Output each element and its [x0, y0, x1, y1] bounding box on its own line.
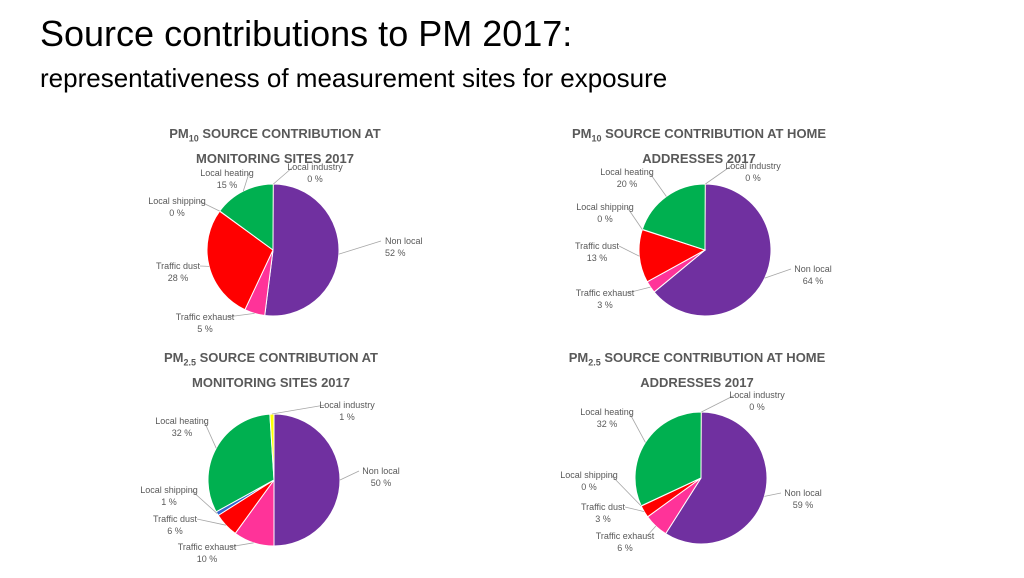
- slice-value-local-heating: 32 %: [172, 428, 193, 438]
- slice-label-local-shipping: Local shipping: [140, 485, 198, 495]
- slice-value-non-local: 52 %: [385, 248, 406, 258]
- slice-label-local-shipping: Local shipping: [560, 470, 618, 480]
- slice-label-local-industry: Local industry: [319, 400, 375, 410]
- slice-label-local-heating: Local heating: [600, 167, 654, 177]
- slice-value-local-shipping: 0 %: [169, 208, 185, 218]
- slice-label-non-local: Non local: [385, 236, 423, 246]
- slice-label-local-shipping: Local shipping: [576, 202, 634, 212]
- leader-line-non-local: [765, 269, 791, 278]
- slice-value-local-industry: 1 %: [339, 412, 355, 422]
- slice-label-traffic-dust: Traffic dust: [575, 241, 620, 251]
- slice-value-traffic-dust: 6 %: [167, 526, 183, 536]
- pie-slice-non-local: [265, 184, 339, 316]
- slice-label-local-industry: Local industry: [729, 390, 785, 400]
- slice-value-local-heating: 20 %: [617, 179, 638, 189]
- slice-value-local-industry: 0 %: [307, 174, 323, 184]
- slice-label-traffic-dust: Traffic dust: [581, 502, 626, 512]
- slice-value-local-shipping: 0 %: [597, 214, 613, 224]
- slice-value-traffic-dust: 13 %: [587, 253, 608, 263]
- pie-chart-pm25-home-addresses: PM2.5 SOURCE CONTRIBUTION AT HOME ADDRES…: [547, 348, 847, 578]
- leader-line-non-local: [764, 493, 781, 496]
- slice-value-traffic-dust: 28 %: [168, 273, 189, 283]
- slice-value-traffic-exhaust: 3 %: [597, 300, 613, 310]
- leader-line-traffic-dust: [619, 246, 639, 256]
- slice-label-local-heating: Local heating: [155, 416, 209, 426]
- slice-value-non-local: 64 %: [803, 276, 824, 286]
- slide-title: Source contributions to PM 2017:: [40, 14, 572, 54]
- slice-label-traffic-exhaust: Traffic exhaust: [176, 312, 235, 322]
- slice-value-local-heating: 15 %: [217, 180, 238, 190]
- slice-label-non-local: Non local: [784, 488, 822, 498]
- leader-line-non-local: [340, 471, 359, 480]
- pie-chart-pm25-monitoring-sites: PM2.5 SOURCE CONTRIBUTION AT MONITORING …: [121, 348, 421, 578]
- slice-label-local-industry: Local industry: [287, 162, 343, 172]
- slice-value-local-heating: 32 %: [597, 419, 618, 429]
- slice-label-traffic-exhaust: Traffic exhaust: [596, 531, 655, 541]
- slice-value-local-industry: 0 %: [745, 173, 761, 183]
- leader-line-local-industry: [272, 405, 325, 414]
- pie-svg: Non local 64 % Traffic exhaust 3 % Traffic d…: [549, 124, 849, 354]
- slice-value-traffic-exhaust: 6 %: [617, 543, 633, 553]
- slice-value-traffic-dust: 3 %: [595, 514, 611, 524]
- pie-chart-pm10-home-addresses: PM10 SOURCE CONTRIBUTION AT HOME ADDRESS…: [549, 124, 849, 354]
- pie-svg: Non local 52 % Traffic exhaust 5 % Traffic d…: [125, 124, 425, 354]
- slice-label-traffic-exhaust: Traffic exhaust: [178, 542, 237, 552]
- pie-slice-non-local: [274, 414, 340, 546]
- slice-label-local-industry: Local industry: [725, 161, 781, 171]
- slice-value-traffic-exhaust: 5 %: [197, 324, 213, 334]
- slice-label-non-local: Non local: [362, 466, 400, 476]
- slice-label-traffic-dust: Traffic dust: [156, 261, 201, 271]
- pie-svg: Non local 50 % Traffic exhaust 10 % Traffic …: [121, 348, 421, 578]
- slice-label-traffic-exhaust: Traffic exhaust: [576, 288, 635, 298]
- slice-label-non-local: Non local: [794, 264, 832, 274]
- leader-line-traffic-dust: [625, 507, 644, 512]
- slice-value-non-local: 50 %: [371, 478, 392, 488]
- slice-value-local-shipping: 0 %: [581, 482, 597, 492]
- slice-value-local-shipping: 1 %: [161, 497, 177, 507]
- leader-line-non-local: [339, 241, 381, 254]
- slice-value-traffic-exhaust: 10 %: [197, 554, 218, 564]
- slice-label-local-heating: Local heating: [200, 168, 254, 178]
- slice-value-local-industry: 0 %: [749, 402, 765, 412]
- pie-svg: Non local 59 % Traffic exhaust 6 % Traffic d…: [547, 348, 847, 576]
- slice-label-local-heating: Local heating: [580, 407, 634, 417]
- slice-label-traffic-dust: Traffic dust: [153, 514, 198, 524]
- slide-subtitle: representativeness of measurement sites …: [40, 62, 667, 94]
- slice-label-local-shipping: Local shipping: [148, 196, 206, 206]
- pie-chart-pm10-monitoring-sites: PM10 SOURCE CONTRIBUTION AT MONITORING S…: [125, 124, 425, 354]
- slice-value-non-local: 59 %: [793, 500, 814, 510]
